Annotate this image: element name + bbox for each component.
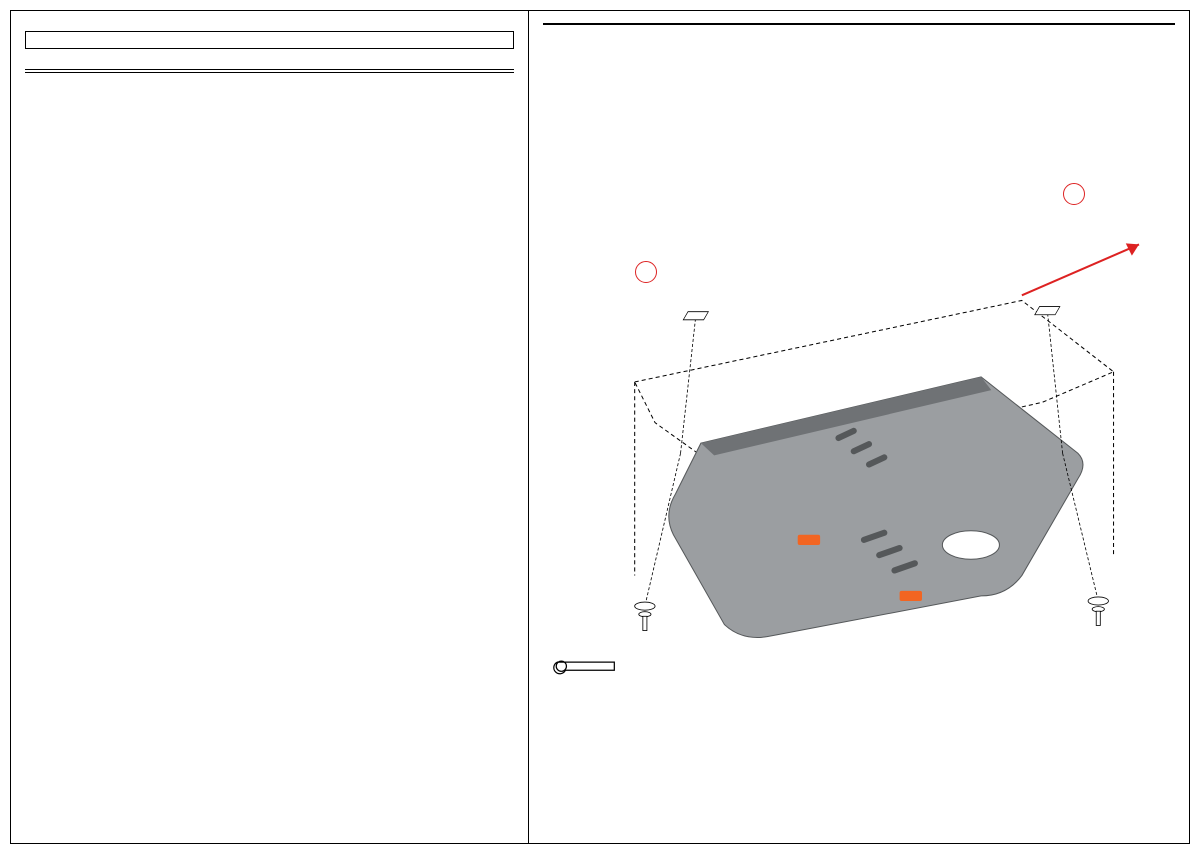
- parts-header: [25, 63, 514, 70]
- right-column: [529, 11, 1189, 843]
- wrench-icon: [554, 661, 615, 674]
- diagram-area: [543, 43, 1175, 833]
- skid-plate: [669, 377, 1083, 638]
- instructions-box: [25, 31, 514, 49]
- direction-arrow: [1022, 243, 1139, 295]
- part-number: [543, 19, 1175, 25]
- left-column: [11, 11, 529, 843]
- page-frame: [10, 10, 1190, 844]
- parts-table: [25, 72, 514, 73]
- diagram-svg: [543, 43, 1175, 833]
